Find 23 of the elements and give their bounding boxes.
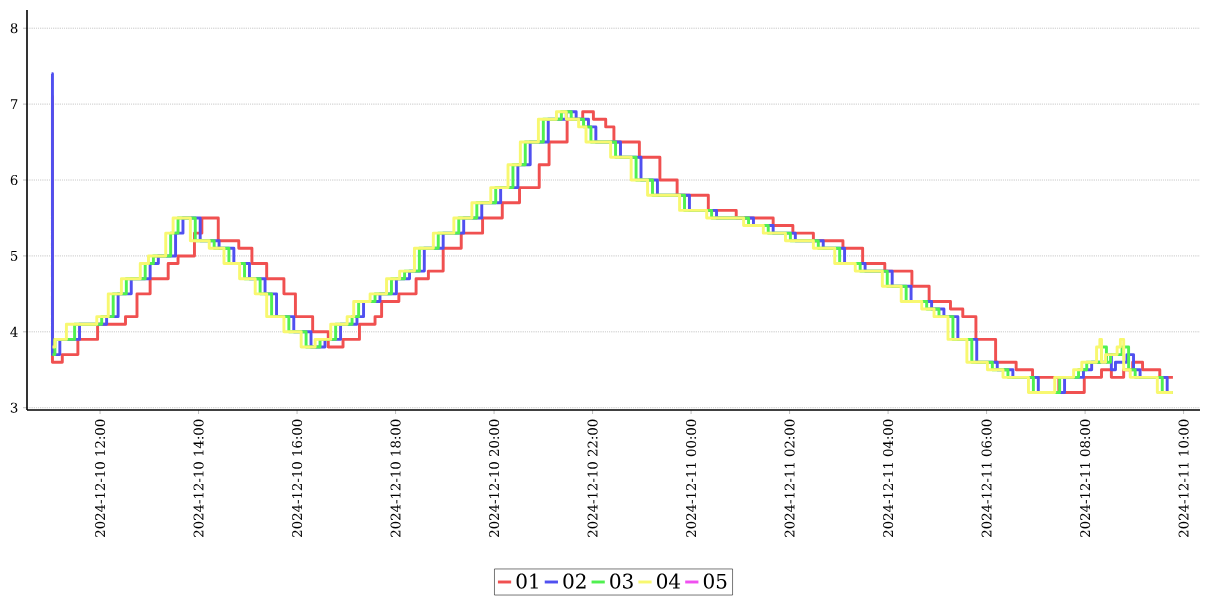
x-tick-label: 2024-12-11 06:00 [981, 419, 992, 537]
y-tick-label: 4 [10, 326, 18, 337]
x-tick-label: 2024-12-11 10:00 [1178, 419, 1189, 537]
x-tick-label: 2024-12-10 20:00 [489, 419, 500, 537]
x-tick-label: 2024-12-10 22:00 [587, 419, 598, 537]
legend-label: 02 [563, 573, 586, 589]
x-tick-label: 2024-12-11 08:00 [1080, 419, 1091, 537]
y-tick-label: 8 [10, 23, 18, 34]
x-tick-label: 2024-12-10 14:00 [193, 419, 204, 537]
x-tick-label: 2024-12-11 02:00 [784, 419, 795, 537]
legend-label: 04 [657, 573, 681, 589]
x-tick-label: 2024-12-10 16:00 [292, 419, 303, 537]
x-tick-label: 2024-12-10 12:00 [95, 419, 106, 537]
legend-label: 03 [610, 573, 633, 589]
x-tick-label: 2024-12-10 18:00 [390, 419, 401, 537]
y-tick-label: 5 [10, 250, 18, 261]
x-tick-label: 2024-12-11 00:00 [686, 419, 697, 537]
y-tick-label: 6 [10, 174, 18, 186]
y-tick-label: 7 [10, 99, 18, 109]
y-tick-label: 3 [10, 402, 18, 413]
x-tick-label: 2024-12-11 04:00 [883, 419, 894, 537]
legend-label: 01 [516, 573, 538, 589]
legend-label: 05 [703, 573, 727, 589]
